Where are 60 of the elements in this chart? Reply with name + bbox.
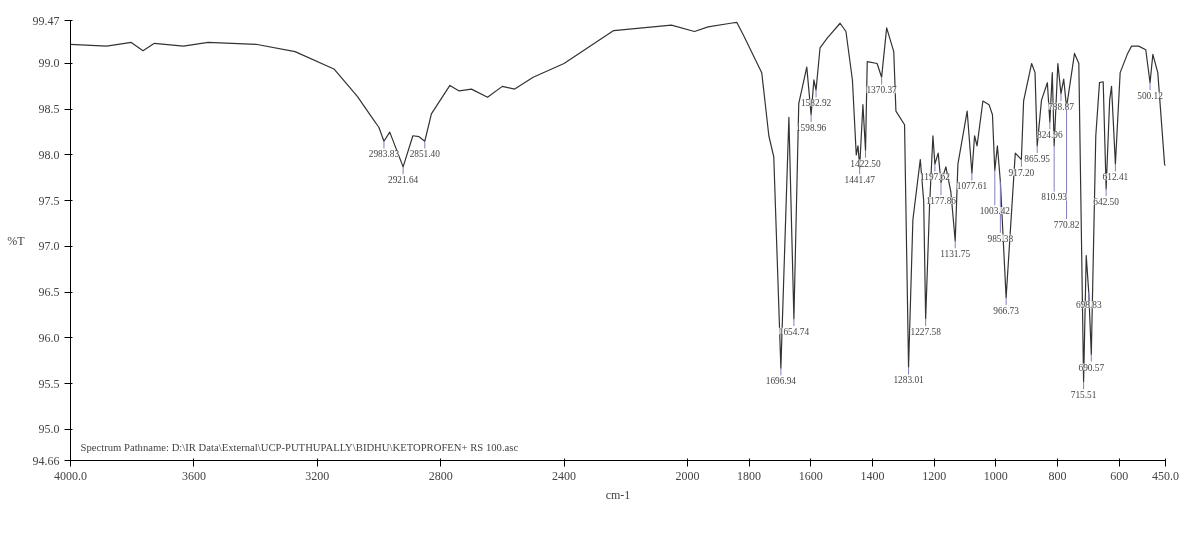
annotation: 500.12 (1137, 90, 1164, 101)
annotation: 2921.64 (387, 175, 419, 186)
y-axis-title: %T (7, 233, 26, 248)
annotation: 1582.92 (800, 98, 832, 109)
annotation: 788.87 (1048, 101, 1075, 112)
y-tick-label: 98.5 (38, 102, 60, 117)
annotation: 1422.50 (850, 158, 882, 169)
annotation: 1131.75 (940, 249, 971, 260)
annotation: 2851.40 (409, 149, 441, 160)
x-axis-title: cm-1 (605, 487, 631, 502)
x-tick-label: 3600 (181, 468, 206, 483)
y-tick-label: 99.47 (32, 13, 60, 28)
annotation: 612.41 (1102, 172, 1129, 183)
y-tick-label: 98.0 (38, 147, 60, 162)
annotation: 690.57 (1078, 362, 1105, 373)
annotation: 1227.58 (910, 326, 942, 337)
annotation: 1654.74 (778, 326, 810, 337)
y-tick-label: 97.0 (38, 239, 60, 254)
y-tick-label: 95.5 (38, 376, 60, 391)
x-tick-label: 450.0 (1152, 468, 1179, 483)
line-series (70, 21, 1166, 383)
annotation: Spectrum Pathname: D:\IR Data\External\UCP-PUTHUPALLY\BIDHU\KETOPROFEN+ RS 100.asc (80, 441, 519, 453)
x-tick-label: 600 (1110, 468, 1129, 483)
x-tick-label: 3200 (305, 468, 330, 483)
annotation: 865.95 (1024, 153, 1051, 164)
x-tick-label: 1800 (737, 468, 762, 483)
annotation: 1077.61 (956, 181, 988, 192)
annotation: 698.83 (1075, 300, 1102, 311)
annotation: 985.38 (987, 233, 1014, 244)
annotation: 1441.47 (844, 175, 876, 186)
y-tick-label: 96.0 (38, 330, 60, 345)
y-tick-label: 95.0 (38, 422, 60, 437)
annotation: 1003.42 (979, 206, 1011, 217)
y-tick-label: 94.66 (32, 453, 60, 468)
x-tick-label: 4000.0 (54, 468, 87, 483)
x-tick-label: 2000 (675, 468, 700, 483)
y-tick-label: 99.0 (38, 56, 60, 71)
annotation: 1370.37 (866, 85, 898, 96)
x-tick-label: 1200 (922, 468, 947, 483)
annotation: 715.51 (1070, 389, 1097, 400)
x-tick-label: 2800 (428, 468, 453, 483)
annotation: 824.96 (1037, 130, 1064, 141)
x-tick-label: 800 (1048, 468, 1067, 483)
annotation: 1598.96 (795, 122, 827, 133)
annotation: 1197.62 (919, 172, 951, 183)
annotation: 770.82 (1053, 219, 1080, 230)
annotation: 1696.94 (765, 376, 797, 387)
x-tick-label: 1600 (798, 468, 823, 483)
annotation: 642.50 (1093, 196, 1120, 207)
x-tick-label: 1400 (860, 468, 885, 483)
annotation: 917.20 (1008, 167, 1035, 178)
annotation: 2983.83 (368, 149, 400, 160)
x-tick-label: 1000 (983, 468, 1008, 483)
y-tick-label: 96.5 (38, 285, 60, 300)
annotation: 810.93 (1041, 192, 1068, 203)
annotation: 966.73 (993, 305, 1020, 316)
y-tick-label: 97.5 (38, 193, 60, 208)
annotation: 1283.01 (893, 375, 925, 386)
x-tick-label: 2400 (552, 468, 577, 483)
annotation: 1177.86 (926, 196, 957, 207)
